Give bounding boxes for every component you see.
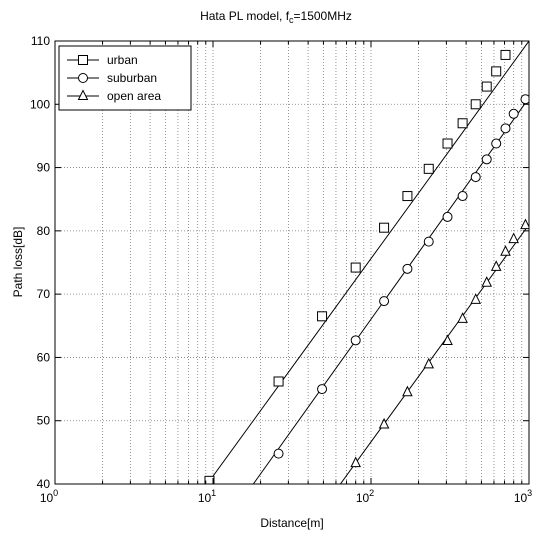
- suburban-point: [520, 94, 529, 105]
- urban-point: [481, 81, 492, 92]
- suburban-point: [350, 335, 361, 346]
- x-tick-label: 101: [198, 488, 216, 505]
- urban-point: [317, 311, 328, 322]
- urban-point: [470, 99, 481, 110]
- urban-point: [442, 138, 453, 149]
- suburban-point: [273, 448, 284, 459]
- legend-item-suburban: suburban: [67, 71, 157, 85]
- y-tick-label: 60: [37, 350, 51, 364]
- urban-point: [500, 49, 511, 60]
- x-axis-label: Distance[m]: [260, 516, 323, 530]
- legend-item-urban: urban: [67, 53, 138, 67]
- y-tick-label: 90: [37, 161, 51, 175]
- urban-point: [204, 475, 215, 484]
- legend-label: urban: [107, 53, 138, 67]
- y-tick-label: 100: [30, 97, 50, 111]
- y-tick-label: 40: [37, 477, 51, 491]
- series-layer: [204, 41, 529, 484]
- plot-area: [55, 41, 529, 484]
- urban-point: [457, 118, 468, 129]
- axes-box: [54, 40, 530, 485]
- suburban-point: [423, 236, 434, 247]
- series-open-area: [339, 218, 529, 484]
- urban-point: [350, 262, 361, 273]
- urban-point: [379, 222, 390, 233]
- urban-point: [402, 191, 413, 202]
- open-area-point: [470, 293, 482, 304]
- y-tick-label: 80: [37, 224, 51, 238]
- legend-label: open area: [107, 89, 161, 103]
- open-area-point: [423, 357, 435, 369]
- y-axis-label: Path loss[dB]: [11, 227, 25, 298]
- x-tick-label: 103: [514, 488, 532, 505]
- urban-point: [491, 66, 502, 77]
- legend-suburban-point: [78, 73, 88, 83]
- y-tick-label: 110: [31, 34, 50, 48]
- open-area-point: [402, 385, 413, 397]
- chart-title: Hata PL model, fc=1500MHz: [200, 9, 352, 25]
- suburban-point: [508, 108, 519, 119]
- y-tick-label: 50: [37, 414, 51, 428]
- suburban-point: [402, 263, 413, 274]
- suburban-point: [481, 154, 492, 165]
- suburban-point: [457, 191, 468, 202]
- open-area-point: [520, 218, 529, 230]
- urban-line: [206, 41, 529, 484]
- open-area-point: [442, 334, 453, 345]
- suburban-point: [442, 211, 453, 222]
- legend-urban-point: [78, 55, 88, 65]
- open-area-point: [350, 456, 361, 468]
- suburban-point: [491, 138, 502, 149]
- suburban-point: [379, 296, 390, 307]
- suburban-point: [317, 384, 328, 395]
- open-area-point: [481, 276, 493, 287]
- open-area-point: [378, 417, 390, 429]
- open-area-point: [500, 245, 511, 256]
- y-tick-label: 70: [37, 287, 51, 301]
- open-area-point: [508, 232, 519, 244]
- tick-labels: 100 101 102 103 40 50 60 70 80 90 100 110: [30, 34, 532, 505]
- x-tick-label: 102: [356, 488, 374, 505]
- title-subscript: c: [289, 15, 294, 25]
- series-urban: [204, 41, 529, 484]
- title-main: Hata PL model, f: [200, 9, 290, 23]
- suburban-point: [500, 123, 511, 134]
- grid: [55, 41, 529, 484]
- axes: [54, 40, 530, 485]
- open-area-point: [490, 260, 502, 271]
- title-suffix: =1500MHz: [294, 9, 352, 23]
- legend-item-open-area: open area: [67, 89, 161, 103]
- legend: urban suburban open area: [58, 45, 192, 111]
- legend-open-area-point: [77, 89, 89, 100]
- urban-point: [423, 163, 434, 174]
- x-tick-label: 100: [40, 488, 58, 505]
- series-suburban: [252, 94, 529, 484]
- suburban-point: [470, 172, 481, 183]
- legend-label: suburban: [107, 71, 157, 85]
- open-area-point: [457, 312, 468, 323]
- urban-point: [273, 376, 284, 387]
